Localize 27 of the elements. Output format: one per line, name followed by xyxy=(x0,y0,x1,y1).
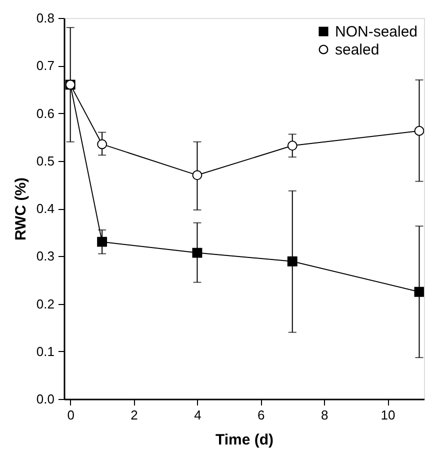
y-tick-label: 0.7 xyxy=(36,58,54,74)
y-tick-label: 0.8 xyxy=(36,10,54,26)
legend-label: NON-sealed xyxy=(335,24,418,40)
x-tick-label: 8 xyxy=(320,408,328,422)
x-tick-label: 4 xyxy=(194,408,202,422)
y-axis-title: RWC (%) xyxy=(12,177,30,241)
y-tick-label: 0.2 xyxy=(36,296,54,312)
y-tick-label: 0.0 xyxy=(36,392,54,406)
y-tick-label: 0.1 xyxy=(36,344,54,359)
y-tick-label: 0.6 xyxy=(36,106,54,121)
x-tick-label: 10 xyxy=(380,408,396,422)
point xyxy=(97,236,108,247)
x-tick-label: 6 xyxy=(258,408,265,422)
point xyxy=(287,256,298,266)
point xyxy=(414,126,424,136)
y-tick-label: 0.4 xyxy=(36,201,54,216)
point xyxy=(192,248,202,258)
x-axis-title: Time (d) xyxy=(215,432,274,448)
point xyxy=(97,139,108,150)
point xyxy=(192,170,202,180)
point xyxy=(414,286,424,297)
y-tick-label: 0.3 xyxy=(36,248,54,264)
y-tick-label: 0.5 xyxy=(36,153,54,168)
legend-label: sealed xyxy=(335,42,380,58)
point xyxy=(287,140,298,151)
x-tick-label: 2 xyxy=(130,408,138,422)
x-tick-label: 0 xyxy=(67,408,74,422)
